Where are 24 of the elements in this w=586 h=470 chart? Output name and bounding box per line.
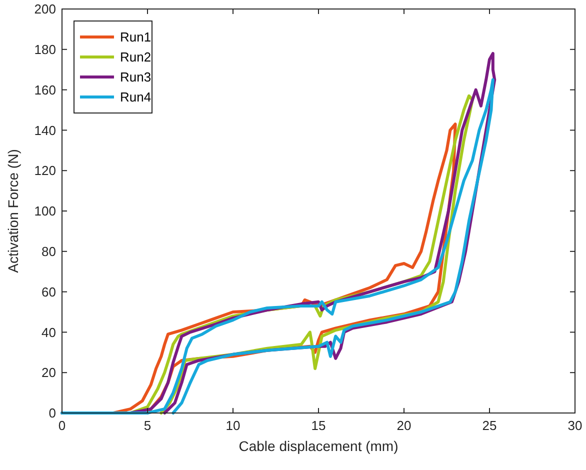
y-tick-label: 160 (34, 82, 56, 98)
x-tick-label: 5 (144, 418, 152, 433)
legend-label: Run1 (120, 30, 152, 45)
y-axis-title: Activation Force (N) (5, 149, 21, 273)
y-tick-label: 180 (34, 42, 56, 57)
y-tick-label: 80 (42, 244, 56, 259)
y-tick-label: 60 (42, 284, 56, 300)
y-tick-label: 140 (34, 122, 56, 138)
x-tick-label: 10 (226, 418, 240, 433)
legend-label: Run3 (120, 70, 152, 85)
legend-label: Run2 (120, 50, 152, 65)
x-tick-label: 15 (311, 418, 326, 433)
x-tick-label: 25 (482, 418, 497, 433)
y-tick-label: 40 (42, 324, 56, 340)
y-tick-label: 200 (34, 2, 56, 17)
x-tick-label: 20 (396, 418, 412, 433)
y-tick-label: 100 (34, 204, 56, 219)
x-tick-label: 30 (568, 418, 582, 433)
y-tick-label: 0 (48, 406, 56, 421)
x-tick-label: 0 (58, 418, 66, 433)
y-tick-label: 120 (34, 163, 56, 178)
y-tick-label: 20 (42, 365, 56, 380)
x-axis-title: Cable displacement (mm) (238, 438, 398, 454)
legend-label: Run4 (120, 90, 152, 105)
